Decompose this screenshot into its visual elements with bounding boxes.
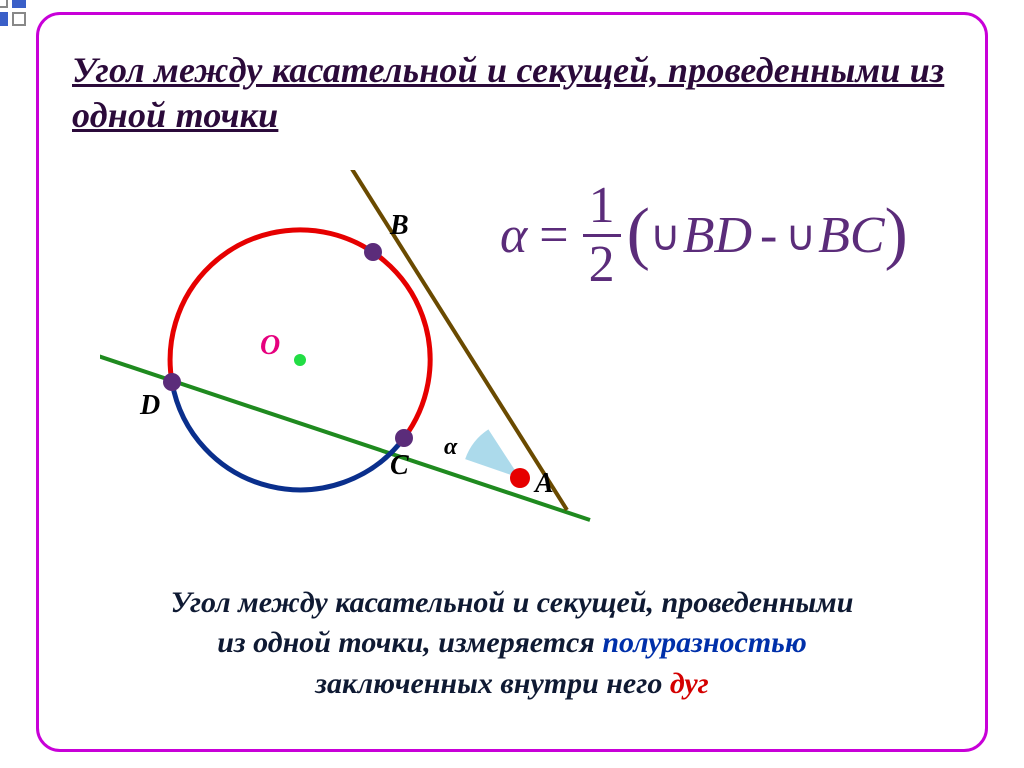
- formula-minus: -: [760, 206, 777, 265]
- formula-lparen: (: [627, 194, 650, 274]
- formula-arc1: BD: [683, 206, 752, 265]
- geometry-diagram: B О D C A α: [100, 170, 620, 530]
- theorem-highlight2: дуг: [670, 667, 709, 700]
- label-O: О: [260, 330, 280, 362]
- theorem-line3: заключенных внутри него: [315, 667, 670, 700]
- theorem-line2: из одной точки, измеряется: [217, 626, 602, 659]
- formula-arc2: BC: [818, 206, 884, 265]
- corner-decoration: [0, 0, 38, 38]
- label-B: B: [390, 210, 409, 242]
- formula-rparen: ): [885, 194, 908, 274]
- slide-title: Угол между касательной и секущей, провед…: [72, 48, 952, 138]
- theorem-text: Угол между касательной и секущей, провед…: [72, 583, 952, 705]
- label-C: C: [390, 450, 409, 482]
- arc-icon: ∪: [785, 211, 816, 261]
- theorem-line1: Угол между касательной и секущей, провед…: [171, 586, 854, 619]
- label-D: D: [140, 390, 160, 422]
- theorem-highlight: полуразностью: [602, 626, 806, 659]
- label-alpha: α: [444, 434, 457, 461]
- label-A: A: [535, 468, 554, 500]
- arc-icon: ∪: [650, 211, 681, 261]
